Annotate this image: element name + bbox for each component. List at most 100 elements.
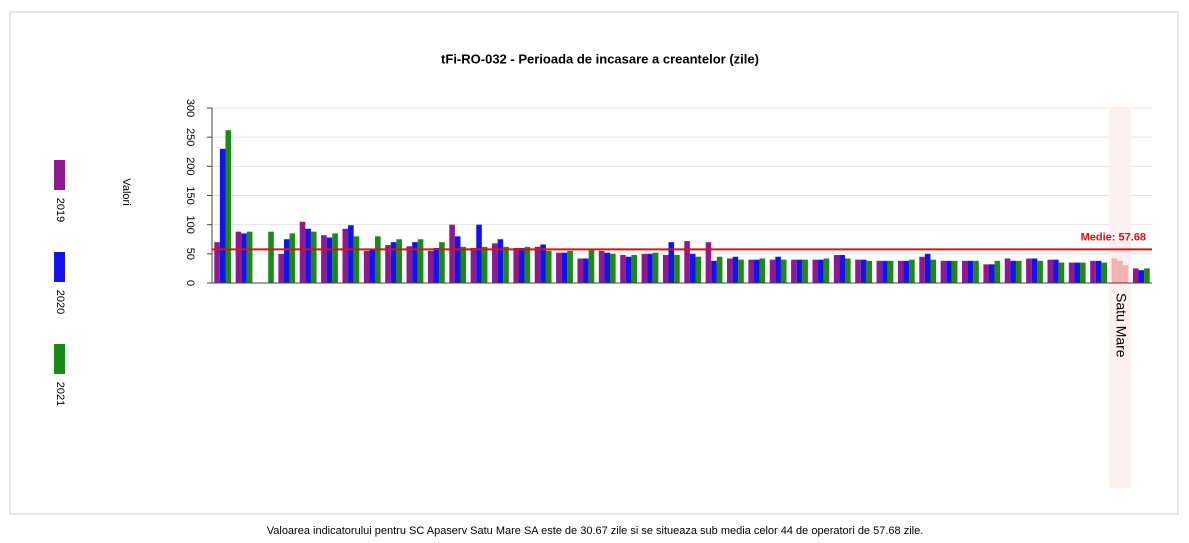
bar — [791, 259, 797, 283]
bar — [940, 260, 947, 283]
bar — [802, 259, 808, 283]
bar — [540, 244, 546, 283]
bar — [310, 231, 317, 283]
bar — [641, 253, 648, 283]
y-tick-label: 0 — [184, 280, 196, 286]
bar — [610, 253, 616, 283]
bar — [866, 260, 872, 283]
x-tick-label: Satu Mare — [1113, 293, 1129, 358]
bar — [962, 260, 968, 283]
bar — [1015, 260, 1022, 283]
bar — [219, 148, 226, 283]
bar — [1068, 262, 1075, 283]
bar — [705, 242, 712, 283]
bar — [427, 250, 434, 283]
bar — [668, 242, 675, 283]
bar — [513, 248, 519, 283]
bar — [1090, 260, 1096, 283]
bar — [727, 258, 733, 283]
bar — [326, 237, 333, 283]
bar — [332, 233, 338, 283]
bar — [321, 235, 327, 283]
bar — [1026, 258, 1032, 283]
bar — [492, 243, 498, 283]
bar — [524, 246, 531, 283]
bar — [924, 253, 931, 283]
bar — [732, 256, 739, 283]
bar — [369, 249, 376, 283]
bar — [716, 256, 723, 283]
bar — [711, 260, 717, 283]
y-tick-label: 300 — [184, 99, 196, 117]
bar — [652, 252, 659, 283]
bar — [876, 260, 883, 283]
bar — [689, 253, 696, 283]
y-tick-label: 50 — [184, 248, 196, 260]
legend-swatch — [54, 252, 65, 282]
bar — [897, 260, 904, 283]
bar — [481, 246, 488, 283]
y-tick-label: 150 — [184, 186, 196, 204]
bar — [994, 260, 1001, 283]
bar — [476, 224, 482, 283]
highlight-band — [1109, 108, 1131, 488]
reference-label: Medie: 57.68 — [1081, 231, 1146, 243]
bar — [812, 259, 819, 283]
caption: Valoarea indicatorului pentru SC Apaserv… — [267, 525, 924, 537]
bar — [855, 259, 861, 283]
bar — [887, 260, 894, 283]
bar — [406, 246, 413, 283]
bar — [1080, 262, 1086, 283]
bar — [583, 258, 589, 283]
bar — [1047, 259, 1054, 283]
bar — [299, 221, 306, 283]
bar — [1122, 265, 1129, 283]
chart-title: tFi-RO-032 - Perioada de incasare a crea… — [441, 51, 759, 66]
bar — [556, 252, 562, 283]
bar — [497, 239, 504, 283]
bar — [518, 248, 525, 283]
bar — [780, 259, 787, 283]
bar — [278, 253, 284, 283]
bar — [439, 242, 445, 283]
bar — [748, 259, 754, 283]
bar — [598, 250, 605, 283]
bar — [967, 260, 974, 283]
bar — [1058, 262, 1065, 283]
bar — [385, 245, 391, 283]
bar — [289, 233, 296, 283]
legend-label: 2021 — [54, 382, 66, 406]
bar — [988, 264, 995, 283]
bar — [1132, 268, 1139, 283]
bar — [738, 259, 744, 283]
bar — [1144, 268, 1150, 283]
bar — [503, 246, 509, 283]
bar — [946, 260, 952, 283]
bar — [235, 231, 242, 283]
bar — [433, 248, 440, 283]
bar — [225, 130, 232, 283]
legend-label: 2019 — [54, 198, 66, 222]
y-tick-label: 250 — [184, 128, 196, 146]
bar — [460, 246, 467, 283]
bar — [396, 239, 402, 283]
bar — [753, 259, 760, 283]
bar — [353, 236, 360, 283]
bar — [695, 256, 702, 283]
bar — [1010, 260, 1016, 283]
legend-swatch — [54, 160, 65, 190]
bar — [348, 225, 354, 283]
bar — [534, 246, 541, 283]
bar — [625, 256, 632, 283]
bar — [674, 255, 680, 283]
bar — [620, 255, 626, 283]
bar — [1095, 260, 1102, 283]
bar — [449, 224, 455, 283]
bar — [1111, 258, 1118, 283]
bar — [1074, 262, 1081, 283]
bar — [390, 242, 397, 283]
bar — [375, 236, 381, 283]
bar — [1037, 260, 1043, 283]
legend-swatch — [54, 344, 65, 374]
bar — [662, 255, 669, 283]
